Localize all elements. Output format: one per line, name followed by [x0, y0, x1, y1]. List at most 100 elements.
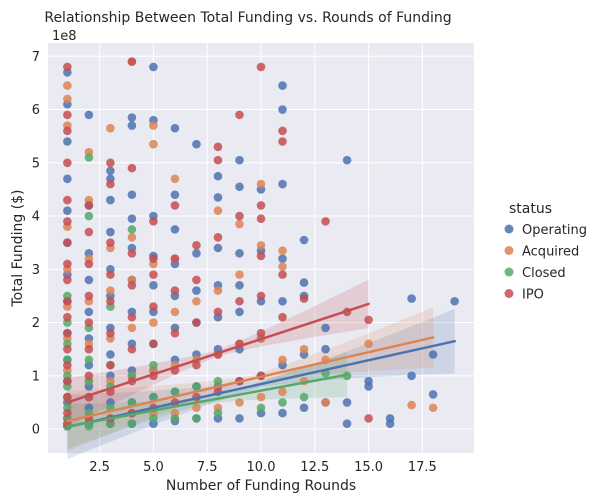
- data-point-operating: [106, 166, 115, 176]
- data-point-operating: [127, 214, 137, 224]
- legend-marker-ipo: [504, 289, 514, 298]
- data-point-acquired: [149, 318, 158, 327]
- data-point-acquired: [407, 400, 416, 410]
- x-axis-title: Number of Funding Rounds: [166, 478, 356, 494]
- legend-label-operating: Operating: [522, 223, 587, 238]
- data-point-operating: [213, 243, 223, 253]
- data-point-closed: [213, 376, 223, 386]
- data-point-operating: [342, 398, 352, 407]
- data-point-acquired: [63, 81, 72, 90]
- data-point-acquired: [170, 307, 180, 317]
- data-point-ipo: [213, 155, 223, 165]
- data-point-closed: [170, 414, 180, 423]
- data-point-operating: [278, 254, 287, 263]
- data-point-ipo: [63, 312, 72, 322]
- data-point-ipo: [213, 307, 223, 317]
- legend-label-ipo: IPO: [522, 288, 544, 303]
- data-point-ipo: [127, 280, 137, 290]
- data-point-closed: [192, 382, 201, 391]
- data-point-acquired: [235, 270, 244, 279]
- data-point-closed: [170, 387, 180, 397]
- data-point-operating: [106, 350, 115, 359]
- data-point-ipo: [106, 360, 115, 370]
- data-point-operating: [278, 296, 287, 306]
- data-point-operating: [235, 307, 244, 317]
- data-point-closed: [149, 392, 158, 402]
- data-point-acquired: [106, 123, 115, 133]
- y-tick-label: 1: [32, 369, 40, 384]
- data-point-ipo: [63, 110, 72, 120]
- data-point-ipo: [149, 339, 158, 349]
- chart-title: Relationship Between Total Funding vs. R…: [44, 10, 451, 26]
- data-point-closed: [213, 408, 223, 418]
- data-point-ipo: [63, 217, 72, 226]
- data-point-operating: [213, 171, 223, 181]
- data-point-ipo: [63, 392, 72, 402]
- data-point-operating: [364, 376, 373, 386]
- data-point-operating: [428, 390, 438, 399]
- y-tick-label: 6: [32, 103, 40, 118]
- legend-marker-operating: [504, 224, 514, 234]
- data-point-ipo: [63, 344, 72, 354]
- data-point-closed: [256, 403, 266, 413]
- data-point-operating: [235, 414, 244, 423]
- data-point-acquired: [149, 139, 158, 149]
- data-point-operating: [235, 155, 244, 165]
- regression-line-operating: [66, 339, 456, 429]
- x-tick-label: 15.0: [354, 460, 383, 475]
- data-point-ipo: [321, 217, 330, 226]
- data-point-ipo: [84, 259, 94, 269]
- data-point-acquired: [127, 323, 137, 333]
- data-point-acquired: [256, 179, 266, 189]
- data-point-ipo: [63, 259, 72, 269]
- y-offset-label: 1e8: [52, 29, 77, 44]
- data-point-operating: [235, 182, 244, 192]
- data-point-ipo: [63, 126, 72, 136]
- data-point-ipo: [106, 158, 115, 168]
- data-point-ipo: [364, 414, 373, 423]
- regression-lines: [66, 302, 456, 429]
- data-point-ipo: [63, 376, 72, 386]
- data-point-acquired: [213, 286, 223, 295]
- x-tick-label: 17.5: [408, 460, 437, 475]
- data-point-ipo: [106, 328, 115, 338]
- data-point-operating: [63, 174, 72, 184]
- data-point-closed: [192, 414, 201, 423]
- y-tick-label: 4: [32, 210, 40, 225]
- data-point-ipo: [256, 201, 266, 210]
- data-point-operating: [84, 110, 94, 120]
- data-point-acquired: [321, 398, 330, 407]
- regression-line-closed: [66, 373, 349, 428]
- data-point-ipo: [170, 328, 180, 338]
- data-point-operating: [342, 419, 352, 429]
- data-point-ipo: [127, 163, 137, 173]
- y-axis-title: Total Funding ($): [10, 190, 26, 308]
- data-point-ipo: [127, 312, 137, 322]
- data-point-ipo: [256, 62, 266, 72]
- data-point-ipo: [256, 214, 266, 224]
- x-tick-label: 5.0: [143, 460, 164, 475]
- data-point-acquired: [235, 398, 244, 407]
- data-point-operating: [235, 280, 244, 290]
- data-point-closed: [84, 153, 94, 162]
- data-point-operating: [106, 227, 115, 237]
- data-point-closed: [84, 422, 94, 431]
- data-point-closed: [84, 355, 94, 365]
- data-point-operating: [342, 155, 352, 165]
- data-point-operating: [385, 414, 395, 423]
- data-point-ipo: [170, 254, 180, 263]
- data-point-operating: [278, 81, 287, 90]
- data-point-ipo: [63, 158, 72, 168]
- data-point-ipo: [149, 217, 158, 226]
- data-point-operating: [299, 278, 309, 287]
- data-point-operating: [127, 113, 137, 122]
- data-point-acquired: [127, 233, 137, 242]
- data-point-operating: [299, 403, 309, 413]
- y-tick-label: 5: [32, 156, 40, 171]
- data-point-ipo: [235, 211, 244, 221]
- data-point-operating: [278, 105, 287, 114]
- data-point-ipo: [63, 328, 72, 338]
- data-point-ipo: [149, 254, 158, 263]
- y-tick-label: 0: [32, 423, 40, 438]
